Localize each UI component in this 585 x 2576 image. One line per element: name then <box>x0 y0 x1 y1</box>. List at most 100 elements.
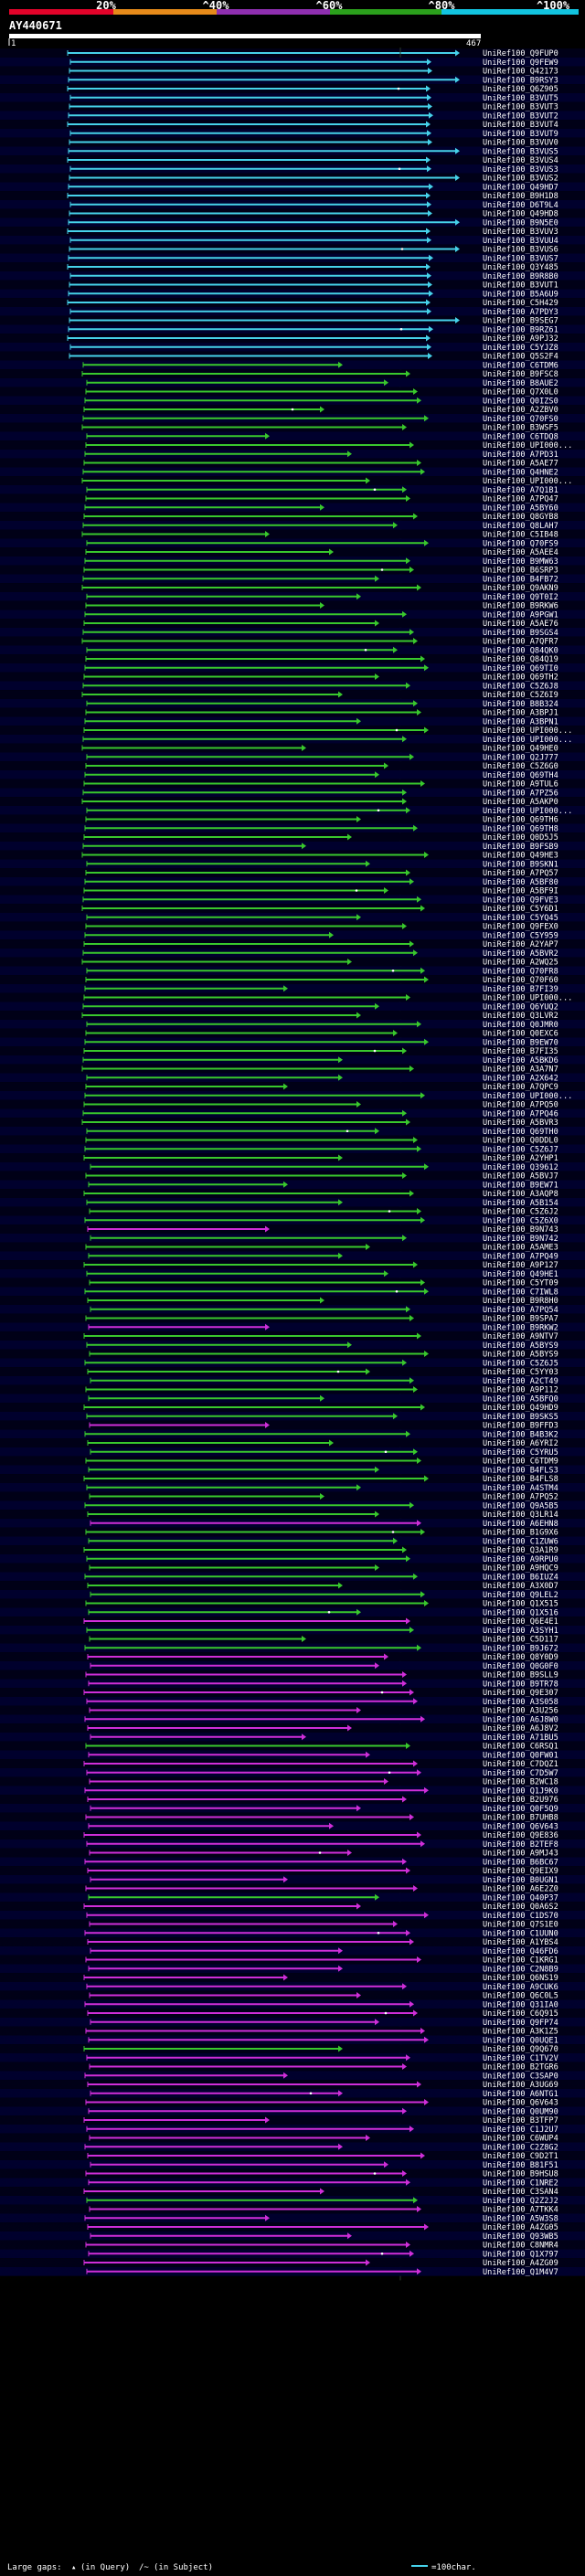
alignment-end-arrow <box>265 2116 270 2124</box>
hit-row: UniRef100_A9PJ32 <box>0 334 585 344</box>
hit-label: UniRef100_Q0G0F0 <box>483 1662 558 1671</box>
hit-label: UniRef100_A71BU5 <box>483 1733 558 1743</box>
gap-marker <box>309 2092 313 2095</box>
hit-label: UniRef100_A7PQ52 <box>483 1493 558 1502</box>
alignment-end-arrow <box>424 1163 429 1171</box>
hit-label: UniRef100_A9NTV7 <box>483 1332 558 1341</box>
alignment-end-arrow <box>410 1377 414 1384</box>
hit-label: UniRef100_A3BPN1 <box>483 717 558 726</box>
hit-label: UniRef100_A5BY60 <box>483 504 558 513</box>
hit-row: UniRef100_Q9E307 <box>0 1688 585 1698</box>
hit-row: UniRef100_Q9T0I2 <box>0 591 585 602</box>
alignment-end-arrow <box>417 1956 421 1963</box>
alignment-end-arrow <box>347 959 352 965</box>
hit-row: UniRef100_A2CT49 <box>0 1375 585 1386</box>
alignment-end-arrow <box>402 1172 407 1179</box>
hit-row: UniRef100_B9FSC8 <box>0 369 585 379</box>
hit-label: UniRef100_C5Z6J2 <box>483 1208 558 1217</box>
hit-row: UniRef100_C6TDM9 <box>0 1456 585 1467</box>
hit-row: UniRef100_A9CUK6 <box>0 1981 585 1992</box>
alignment-end-arrow <box>427 237 431 244</box>
alignment-end-arrow <box>375 1662 379 1670</box>
hit-row: UniRef100_Q40P37 <box>0 1892 585 1903</box>
hit-label: UniRef100_Q69TH8 <box>483 824 558 833</box>
hit-row: UniRef100_A5AEE4 <box>0 547 585 557</box>
hit-row: UniRef100_Q70F60 <box>0 975 585 985</box>
hit-row: UniRef100_A7PQ57 <box>0 868 585 878</box>
hit-row: UniRef100_Q49HE1 <box>0 1268 585 1279</box>
hit-label: UniRef100_B0UGN1 <box>483 1876 558 1885</box>
alignment-end-arrow <box>375 1128 379 1135</box>
hit-label: UniRef100_C7D5W7 <box>483 1769 558 1778</box>
hit-row: UniRef100_Q0IZS0 <box>0 396 585 406</box>
hit-row: UniRef100_A2WQ25 <box>0 957 585 968</box>
hit-row: UniRef100_A5W3S8 <box>0 2213 585 2223</box>
hit-row: UniRef100_A9P127 <box>0 1260 585 1270</box>
hit-row: UniRef100_B6BC67 <box>0 1857 585 1867</box>
hit-row: UniRef100_B7UHB8 <box>0 1812 585 1823</box>
alignment-end-arrow <box>347 2232 352 2240</box>
hit-label: UniRef100_A3S058 <box>483 1698 558 1707</box>
hit-row: UniRef100_C1UUN0 <box>0 1928 585 1938</box>
hit-row: UniRef100_C5IB48 <box>0 529 585 540</box>
hit-row: UniRef100_B9MW63 <box>0 556 585 567</box>
alignment-end-arrow <box>406 807 410 814</box>
alignment-end-arrow <box>424 852 429 858</box>
hit-label: UniRef100_A5BVR2 <box>483 949 558 959</box>
hit-row: UniRef100_Q8LAH7 <box>0 520 585 531</box>
hit-label: UniRef100_B9RKW2 <box>483 1323 558 1332</box>
hit-label: UniRef100_Q6V643 <box>483 1822 558 1831</box>
hit-label: UniRef100_A2X642 <box>483 1074 558 1083</box>
hit-row: UniRef100_Q42173 <box>0 66 585 77</box>
legend: Large gaps: ▴ (in Query) /~ (in Subject)… <box>7 2563 476 2572</box>
alignment-end-arrow <box>424 1912 429 1919</box>
hit-row: UniRef100_B9RZ61 <box>0 324 585 334</box>
alignment-end-arrow <box>417 1021 421 1028</box>
gap-marker <box>377 1931 380 1935</box>
gap-marker <box>391 1531 395 1533</box>
row-band <box>0 1973 585 1982</box>
hit-label: UniRef100_B81F51 <box>483 2161 558 2170</box>
hit-label: UniRef100_Q8GYB8 <box>483 513 558 522</box>
hit-row: UniRef100_B3VUT3 <box>0 101 585 112</box>
hit-row: UniRef100_B3VUV3 <box>0 227 585 237</box>
alignment-end-arrow <box>393 522 398 529</box>
alignment-end-arrow <box>413 949 418 957</box>
row-band <box>0 2213 585 2223</box>
hit-label: UniRef100_A9MJ43 <box>483 1850 558 1859</box>
alignment-end-arrow <box>413 638 418 644</box>
hit-row: UniRef100_C5Z6J5 <box>0 1358 585 1368</box>
alignment-end-arrow <box>420 967 425 974</box>
alignment-end-arrow <box>428 281 432 288</box>
alignment-end-arrow <box>402 1858 407 1865</box>
alignment-end-arrow <box>410 629 414 636</box>
alignment-end-arrow <box>402 1546 407 1553</box>
alignment-end-arrow <box>338 361 343 368</box>
row-band <box>0 1180 585 1190</box>
alignment-end-arrow <box>366 1368 370 1375</box>
alignment-end-arrow <box>426 85 431 92</box>
hit-label: UniRef100_B9RZ61 <box>483 325 558 334</box>
hit-label: UniRef100_Q0UQE1 <box>483 2036 558 2045</box>
hit-row: UniRef100_Q6V643 <box>0 1821 585 1831</box>
alignment-end-arrow <box>410 567 414 573</box>
hit-label: UniRef100_A5AE76 <box>483 620 558 629</box>
hit-label: UniRef100_B3VUT2 <box>483 111 558 121</box>
hit-row: UniRef100_B4FB72 <box>0 574 585 584</box>
alignment-end-arrow <box>320 1297 324 1304</box>
hit-label: UniRef100_Q9E307 <box>483 1689 558 1698</box>
hit-label: UniRef100_C2Z8G2 <box>483 2143 558 2152</box>
alignment-end-arrow <box>329 1822 334 1829</box>
hit-row: UniRef100_Q0UQE1 <box>0 2035 585 2045</box>
alignment-end-arrow <box>406 2054 410 2062</box>
hit-label: UniRef100_B3VUS7 <box>483 254 558 263</box>
alignment-end-arrow <box>320 1394 324 1402</box>
hit-row: UniRef100_C1TV2V <box>0 2052 585 2063</box>
hit-label: UniRef100_Q46FD6 <box>483 1947 558 1956</box>
alignment-end-arrow <box>410 1501 414 1509</box>
hit-label: UniRef100_B9SKN1 <box>483 860 558 869</box>
gap-marker <box>380 568 384 571</box>
alignment-end-arrow <box>406 1555 410 1563</box>
hit-row: UniRef100_A5BYS9 <box>0 1349 585 1360</box>
hit-label: UniRef100_B9RSY3 <box>483 76 558 85</box>
